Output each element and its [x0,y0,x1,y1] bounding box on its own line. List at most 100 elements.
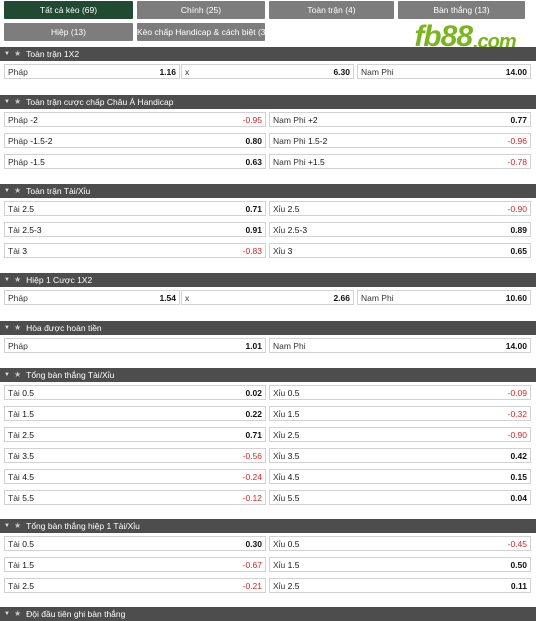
collapse-caret-icon[interactable]: ▼ [4,188,10,194]
collapse-caret-icon[interactable]: ▼ [4,51,10,57]
odds-cell[interactable]: Tài 2.5 0.71 [4,427,266,442]
odds-cell[interactable]: Pháp -1.5-2 0.80 [4,133,266,148]
odds-cell[interactable]: Xỉu 2.5 -0.90 [269,427,531,442]
handicap-line: +1.5 [307,156,325,167]
selection-name: Tài [8,245,20,256]
handicap-line: 4.5 [287,471,300,482]
odds-cell[interactable]: Pháp -2 -0.95 [4,112,266,127]
tab-3[interactable]: Bàn thắng (13) [398,1,525,19]
tab-2[interactable]: Toàn trận (4) [269,1,394,19]
odds-cell[interactable]: Tài 5.5 -0.12 [4,490,266,505]
favorite-star-icon[interactable]: ★ [13,323,22,332]
tab-4[interactable]: Hiệp (13) [4,23,133,41]
selection-name: Tài [8,471,20,482]
handicap-line: 2.5 [287,203,300,214]
odds-cell[interactable]: Xỉu 1.5 0.50 [269,557,531,572]
collapse-caret-icon[interactable]: ▼ [4,523,10,529]
selection-name: Xỉu [273,429,286,440]
tab-1[interactable]: Chính (25) [137,1,265,19]
odds-value: 0.11 [510,580,527,591]
market-header[interactable]: ▼ ★ Tổng bàn thắng Tài/Xỉu [0,368,536,382]
handicap-line: 5.5 [22,492,35,503]
tab-0[interactable]: Tất cả kèo (69) [4,1,133,19]
selection-name: Xỉu [273,387,286,398]
odds-cell[interactable]: Xỉu 2.5 0.11 [269,578,531,593]
market-header[interactable]: ▼ ★ Đội đầu tiên ghi bàn thắng [0,607,536,621]
handicap-line: -1.5-2 [30,135,53,146]
odds-value: 1.16 [159,66,176,77]
odds-value: 0.71 [245,203,262,214]
market-header[interactable]: ▼ ★ Toàn trận 1X2 [0,47,536,61]
favorite-star-icon[interactable]: ★ [13,275,22,284]
collapse-caret-icon[interactable]: ▼ [4,99,10,105]
handicap-line: 2.5 [287,429,300,440]
odds-cell[interactable]: Pháp -1.5 0.63 [4,154,266,169]
selection-label: Xỉu 2.5 [273,204,300,214]
market-header[interactable]: ▼ ★ Hòa được hoàn tiền [0,321,536,335]
tab-5[interactable]: Kèo chấp Handicap & cách biệt (3) [137,23,265,41]
odds-cell[interactable]: Tài 3 -0.83 [4,243,266,258]
favorite-star-icon[interactable]: ★ [13,186,22,195]
favorite-star-icon[interactable]: ★ [13,97,22,106]
odds-cell[interactable]: Xỉu 2.5-3 0.89 [269,222,531,237]
odds-cell[interactable]: Xỉu 2.5 -0.90 [269,201,531,216]
odds-cell[interactable]: Nam Phi 14.00 [269,338,531,353]
odds-cell[interactable]: Pháp 1.16 [4,64,180,79]
odds-cell[interactable]: Pháp 1.01 [4,338,266,353]
odds-cell[interactable]: x 2.66 [181,290,354,305]
odds-value: -0.12 [242,492,262,503]
collapse-caret-icon[interactable]: ▼ [4,372,10,378]
odds-cell[interactable]: Tài 3.5 -0.56 [4,448,266,463]
odds-cell[interactable]: Tài 0.5 0.30 [4,536,266,551]
odds-value: 1.01 [245,340,262,351]
selection-label: Nam Phi 1.5-2 [273,136,327,146]
market-header[interactable]: ▼ ★ Hiệp 1 Cược 1X2 [0,273,536,287]
odds-cell[interactable]: Tài 1.5 0.22 [4,406,266,421]
favorite-star-icon[interactable]: ★ [13,609,22,618]
odds-cell[interactable]: Tài 1.5 -0.67 [4,557,266,572]
odds-value: 0.42 [510,450,527,461]
market-header[interactable]: ▼ ★ Toàn trận Tài/Xỉu [0,184,536,198]
odds-row: Tài 0.5 0.30 Xỉu 0.5 -0.45 [0,533,536,554]
odds-cell[interactable]: Tài 0.5 0.02 [4,385,266,400]
odds-cell[interactable]: Xỉu 5.5 0.04 [269,490,531,505]
market-section: ▼ ★ Toàn trận cược chấp Châu Á Handicap Phá… [0,95,536,172]
market-header[interactable]: ▼ ★ Tổng bàn thắng hiệp 1 Tài/Xỉu [0,519,536,533]
odds-row: Tài 1.5 -0.67 Xỉu 1.5 0.50 [0,554,536,575]
selection-name: Pháp [8,114,28,125]
market-header[interactable]: ▼ ★ Toàn trận cược chấp Châu Á Handicap [0,95,536,109]
selection-name: Xỉu [273,224,286,235]
selection-name: Pháp [8,292,28,303]
odds-cell[interactable]: Tài 2.5 -0.21 [4,578,266,593]
odds-cell[interactable]: Tài 4.5 -0.24 [4,469,266,484]
odds-cell[interactable]: Nam Phi 10.60 [357,290,531,305]
favorite-star-icon[interactable]: ★ [13,370,22,379]
odds-cell[interactable]: Nam Phi 1.5-2 -0.96 [269,133,531,148]
odds-cell[interactable]: Nam Phi +2 0.77 [269,112,531,127]
market-section: ▼ ★ Toàn trận 1X2 Pháp 1.16 x 6.30 Nam Phi 14.00 [0,47,536,82]
odds-cell[interactable]: Pháp 1.54 [4,290,180,305]
odds-cell[interactable]: Tài 2.5-3 0.91 [4,222,266,237]
odds-cell[interactable]: Xỉu 0.5 -0.45 [269,536,531,551]
selection-name: Tài [8,450,20,461]
odds-cell[interactable]: Xỉu 3.5 0.42 [269,448,531,463]
odds-cell[interactable]: Xỉu 4.5 0.15 [269,469,531,484]
collapse-caret-icon[interactable]: ▼ [4,611,10,617]
odds-cell[interactable]: Xỉu 3 0.65 [269,243,531,258]
handicap-line: 2.5-3 [287,224,308,235]
handicap-line: 3 [22,245,27,256]
selection-label: Tài 2.5-3 [8,225,42,235]
odds-cell[interactable]: Nam Phi +1.5 -0.78 [269,154,531,169]
odds-cell[interactable]: Nam Phi 14.00 [357,64,531,79]
collapse-caret-icon[interactable]: ▼ [4,277,10,283]
odds-cell[interactable]: Tài 2.5 0.71 [4,201,266,216]
odds-cell[interactable]: x 6.30 [181,64,354,79]
market-section: ▼ ★ Đội đầu tiên ghi bàn thắng [0,607,536,621]
selection-label: Pháp -1.5 [8,157,45,167]
odds-cell[interactable]: Xỉu 1.5 -0.32 [269,406,531,421]
odds-cell[interactable]: Xỉu 0.5 -0.09 [269,385,531,400]
favorite-star-icon[interactable]: ★ [13,49,22,58]
collapse-caret-icon[interactable]: ▼ [4,325,10,331]
favorite-star-icon[interactable]: ★ [13,521,22,530]
selection-name: Nam Phi [361,66,394,77]
